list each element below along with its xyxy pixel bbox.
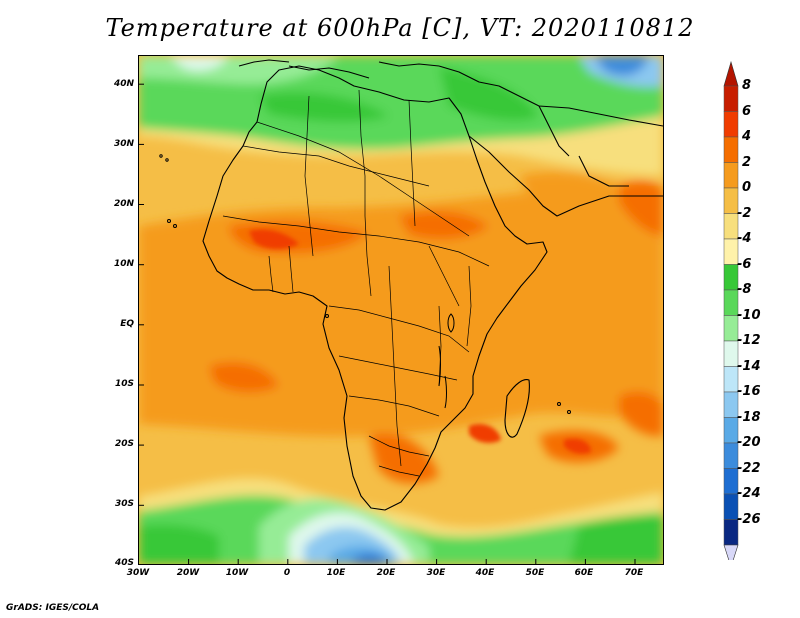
country-borders (222, 89, 490, 477)
lon-label: 10W (225, 568, 249, 578)
temperature-map (138, 55, 664, 565)
colorbar-swatch (723, 264, 739, 291)
plot-title: Temperature at 600hPa [C], VT: 202011081… (105, 14, 695, 42)
lakes-and-islands (159, 154, 571, 414)
colorbar-swatch (723, 85, 739, 112)
lon-label: 50E (525, 568, 545, 578)
colorbar-swatch (723, 442, 739, 469)
colorbar-label: -8 (737, 282, 752, 297)
colorbar-label: -4 (737, 231, 752, 246)
grads-credit: GrADS: IGES/COLA (6, 603, 100, 613)
lon-label: 20E (376, 568, 396, 578)
colorbar-swatch (723, 289, 739, 316)
colorbar-label: 2 (742, 154, 752, 170)
colorbar-label: -10 (737, 307, 761, 323)
lat-label: 20N (113, 199, 134, 209)
colorbar-label: 0 (742, 180, 752, 195)
colorbar-top-arrow (723, 60, 739, 87)
colorbar-label: 6 (742, 103, 752, 119)
madagascar-outline (504, 379, 530, 438)
colorbar-label: -12 (737, 333, 761, 348)
lat-label: 30N (113, 139, 134, 149)
lat-label: 20S (114, 439, 134, 449)
colorbar-label: 4 (742, 129, 752, 144)
colorbar-swatch (723, 493, 739, 520)
colorbar-swatches (723, 60, 739, 560)
lon-label: 0 (283, 568, 291, 578)
colorbar-label: 8 (742, 78, 752, 93)
colorbar-label: -24 (737, 486, 761, 501)
colorbar-label: -16 (737, 384, 761, 399)
colorbar-label: -20 (737, 435, 761, 450)
colorbar-swatch (723, 391, 739, 418)
colorbar-swatch (723, 468, 739, 495)
lon-label: 70E (624, 568, 644, 578)
colorbar-swatch (723, 238, 739, 265)
lon-label: 20W (176, 568, 200, 578)
africa-coastline (202, 59, 663, 511)
lat-label: EQ (120, 319, 134, 329)
lon-label: 40E (475, 568, 495, 578)
lon-label: 10E (326, 568, 346, 578)
colorbar-swatch (723, 111, 739, 138)
lat-label: 30S (114, 499, 134, 509)
colorbar-swatch (723, 136, 739, 163)
colorbar-swatch (723, 187, 739, 214)
lat-label: 40N (113, 79, 134, 89)
lat-label: 40S (114, 558, 134, 568)
colorbar-swatch (723, 519, 739, 546)
lat-label: 10N (113, 259, 134, 269)
colorbar-swatch (723, 417, 739, 444)
colorbar-label: -14 (737, 358, 761, 374)
colorbar-label: -6 (737, 256, 752, 272)
lat-label: 10S (114, 379, 134, 389)
colorbar-label: -22 (737, 460, 761, 476)
temperature-field (139, 56, 663, 564)
colorbar-swatch (723, 315, 739, 342)
colorbar-label: -18 (737, 409, 761, 425)
colorbar-swatch (723, 366, 739, 393)
lon-label: 30W (126, 568, 150, 578)
colorbar-bottom-arrow (723, 544, 739, 560)
colorbar-swatch (723, 340, 739, 367)
lon-label: 60E (574, 568, 594, 578)
colorbar-label: -2 (737, 205, 752, 221)
colorbar-swatch (723, 162, 739, 189)
lon-label: 30E (426, 568, 446, 578)
colorbar-swatch (723, 213, 739, 240)
axis-ticks (139, 83, 636, 564)
colorbar-label: -26 (737, 511, 761, 527)
